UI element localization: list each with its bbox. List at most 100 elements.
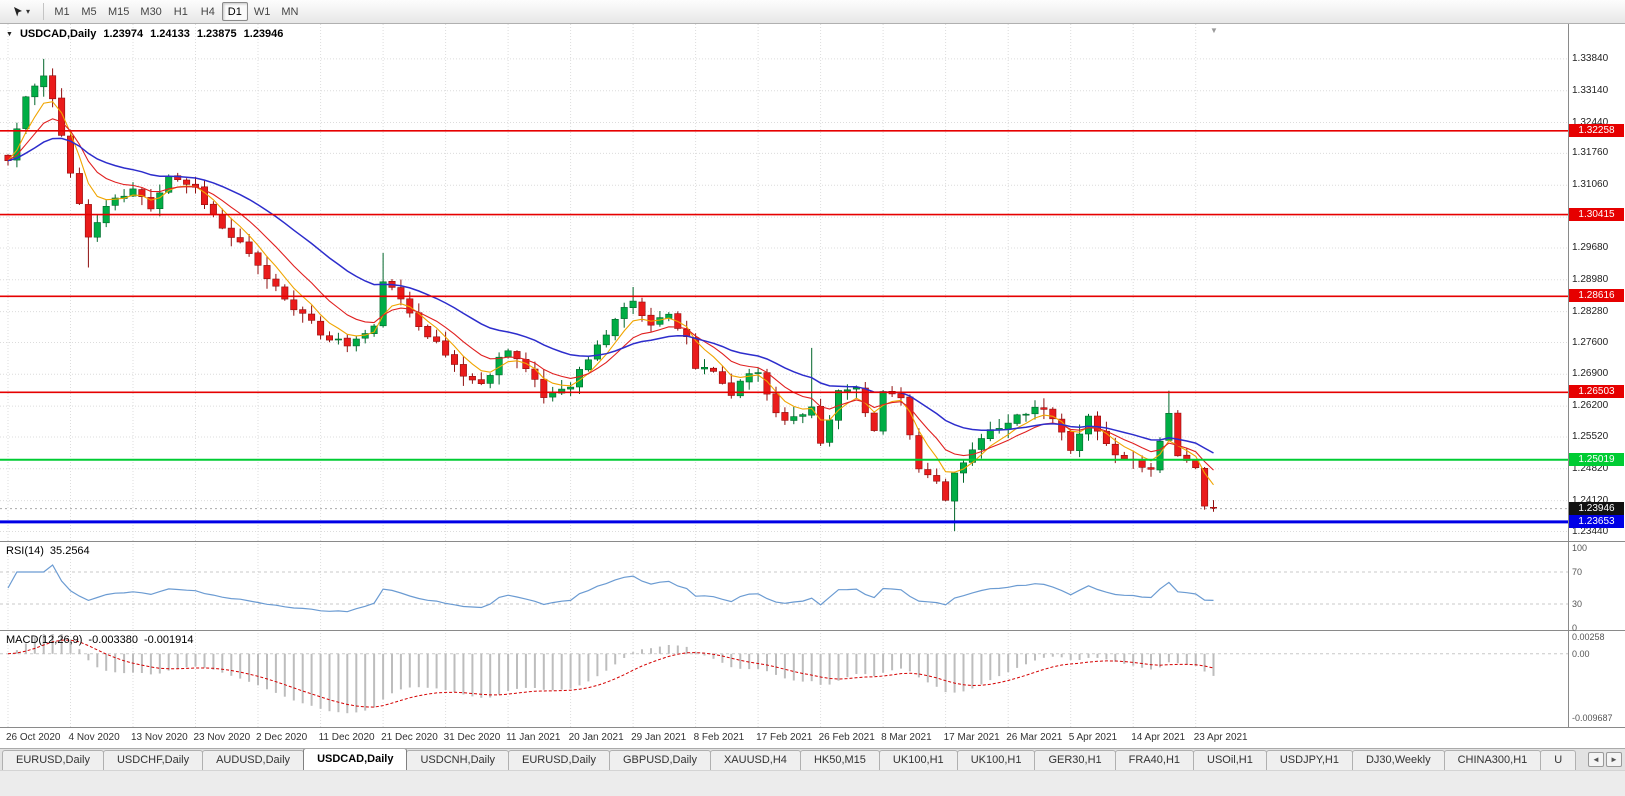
macd-indicator-name: MACD(12,26,9) <box>6 634 83 646</box>
chart-shift-marker[interactable]: ▼ <box>1210 26 1218 35</box>
price-axis-label: 1.23440 <box>1572 525 1609 537</box>
tab-navigation: ◄ ► <box>1588 752 1622 767</box>
date-label: 8 Feb 2021 <box>693 732 745 743</box>
timeframe-button-m1[interactable]: M1 <box>54 6 70 18</box>
rsi-indicator-name: RSI(14) <box>6 545 44 557</box>
window-bottom-filler <box>0 770 1625 796</box>
macd-axis-label: -0.009687 <box>1572 712 1613 723</box>
date-label: 17 Feb 2021 <box>756 732 813 743</box>
timeframe-buttons: M1 M5 M15 M30 H1 H4 D1 W1 MN <box>49 2 303 21</box>
tab-ger30-h1[interactable]: GER30,H1 <box>1034 750 1116 770</box>
macd-signal-line <box>7 639 1214 708</box>
tab-u[interactable]: U <box>1540 750 1577 770</box>
price-axis-label: 1.31060 <box>1572 179 1609 191</box>
tab-hk50-m15[interactable]: HK50,M15 <box>799 750 880 770</box>
rsi-axis-label: 70 <box>1572 567 1583 577</box>
timeframe-button-h1[interactable]: H1 <box>173 6 188 18</box>
timeframe-button-m5[interactable]: M5 <box>81 6 97 18</box>
main-chart-canvas[interactable] <box>0 24 1568 541</box>
date-label: 5 Apr 2021 <box>1068 732 1118 743</box>
chart-symbol-timeframe: USDCAD,Daily <box>19 28 97 40</box>
rsi-axis-label: 30 <box>1572 599 1583 609</box>
macd-main-value: -0.003380 <box>88 634 138 646</box>
date-label: 26 Mar 2021 <box>1006 732 1063 743</box>
date-label: 4 Nov 2020 <box>68 732 120 743</box>
tab-dj30-weekly[interactable]: DJ30,Weekly <box>1351 750 1445 770</box>
tab-xauusd-h4[interactable]: XAUUSD,H4 <box>709 750 801 770</box>
chart-tabs-bar: EURUSD,Daily USDCHF,Daily AUDUSD,Daily USDC… <box>0 748 1625 770</box>
tabs-scroll-right-button[interactable]: ► <box>1606 752 1622 767</box>
price-axis-label: 1.28980 <box>1572 273 1609 285</box>
date-label: 17 Mar 2021 <box>943 732 1000 743</box>
tab-eurusd-daily[interactable]: EURUSD,Daily <box>2 750 104 770</box>
slow-ma-line <box>7 137 1214 454</box>
tab-audusd-daily[interactable]: AUDUSD,Daily <box>202 750 305 770</box>
ohlc-close-value: 1.23946 <box>243 28 284 40</box>
rsi-line <box>7 564 1214 613</box>
price-axis-label: 1.31760 <box>1572 147 1609 159</box>
price-axis-label: 1.32440 <box>1572 116 1609 128</box>
price-axis-label: 1.27600 <box>1572 336 1609 348</box>
pointer-tool-icon <box>13 6 22 16</box>
tab-usoil-h1[interactable]: USOil,H1 <box>1193 750 1267 770</box>
date-label: 20 Jan 2021 <box>568 732 624 743</box>
timeframe-button-d1[interactable]: D1 <box>221 2 248 21</box>
tab-usdjpy-h1[interactable]: USDJPY,H1 <box>1265 750 1353 770</box>
price-level-label: 1.25019 <box>1569 452 1624 466</box>
price-axis-label: 1.33840 <box>1572 52 1609 64</box>
date-label: 26 Oct 2020 <box>6 732 61 743</box>
timeframe-button-w1[interactable]: W1 <box>253 6 271 18</box>
date-label: 23 Apr 2021 <box>1193 732 1248 743</box>
one-click-trading-toggle[interactable]: ▼ <box>6 30 13 38</box>
rsi-panel-label: RSI(14) 35.2564 <box>6 545 90 557</box>
timeframe-button-mn[interactable]: MN <box>281 6 299 18</box>
date-label: 31 Dec 2020 <box>443 732 501 743</box>
tab-china300-h1[interactable]: CHINA300,H1 <box>1443 750 1542 770</box>
time-axis[interactable]: 26 Oct 2020 4 Nov 2020 13 Nov 2020 23 Nov 2… <box>0 727 1625 748</box>
candles <box>4 58 1218 532</box>
tab-fra40-h1[interactable]: FRA40,H1 <box>1114 750 1195 770</box>
tab-usdchf-daily[interactable]: USDCHF,Daily <box>102 750 204 770</box>
date-label: 21 Dec 2020 <box>381 732 438 743</box>
timeframe-button-m15[interactable]: M15 <box>108 6 130 18</box>
price-axis-label: 1.26200 <box>1572 400 1609 412</box>
price-axis-border <box>1568 24 1569 727</box>
timeframe-button-h4[interactable]: H4 <box>200 6 215 18</box>
tab-usdcnh-daily[interactable]: USDCNH,Daily <box>406 750 510 770</box>
price-axis-label: 1.25520 <box>1572 431 1609 442</box>
tab-usdcad-daily[interactable]: USDCAD,Daily <box>303 749 408 770</box>
price-axis-label: 1.26900 <box>1572 368 1609 380</box>
price-level-label: 1.23653 <box>1569 514 1624 528</box>
macd-panel-separator[interactable] <box>0 630 1625 631</box>
tabs-scroll-left-button[interactable]: ◄ <box>1588 752 1604 767</box>
rsi-panel-separator[interactable] <box>0 541 1625 542</box>
date-label: 23 Nov 2020 <box>193 732 251 743</box>
tab-uk100-h1[interactable]: UK100,H1 <box>878 750 958 770</box>
price-level-label: 1.32258 <box>1569 123 1624 137</box>
macd-panel-canvas[interactable] <box>0 630 1568 727</box>
macd-axis-label: 0.00 <box>1572 648 1590 659</box>
price-axis-label: 1.24820 <box>1572 462 1609 474</box>
date-label: 8 Mar 2021 <box>881 732 932 743</box>
timeframe-toolbar: ▾ M1 M5 M15 M30 H1 H4 D1 W1 MN <box>0 0 1625 24</box>
timeframe-button-m30[interactable]: M30 <box>140 6 162 18</box>
tab-uk100-h1[interactable]: UK100,H1 <box>956 750 1036 770</box>
rsi-axis-label: 0 <box>1572 623 1578 633</box>
chart-tools-button[interactable]: ▾ <box>4 2 38 22</box>
toolbar-separator <box>43 3 44 20</box>
ohlc-low-value: 1.23875 <box>196 28 237 40</box>
price-axis-label: 1.24120 <box>1572 494 1609 506</box>
date-label: 14 Apr 2021 <box>1131 732 1186 743</box>
price-axis[interactable]: 1.338401.331401.324401.317601.310601.303… <box>1569 0 1625 747</box>
price-level-label: 1.28616 <box>1569 289 1624 303</box>
date-label: 29 Jan 2021 <box>631 732 687 743</box>
rsi-panel-canvas[interactable] <box>0 541 1568 630</box>
chart-tabs: EURUSD,Daily USDCHF,Daily AUDUSD,Daily USDC… <box>0 749 1581 770</box>
date-label: 2 Dec 2020 <box>256 732 308 743</box>
macd-panel-label: MACD(12,26,9) -0.003380 -0.001914 <box>6 634 194 646</box>
tab-gbpusd-daily[interactable]: GBPUSD,Daily <box>609 750 711 770</box>
price-axis-label: 1.33140 <box>1572 84 1609 96</box>
date-label: 26 Feb 2021 <box>818 732 875 743</box>
tab-eurusd-daily[interactable]: EURUSD,Daily <box>508 750 610 770</box>
